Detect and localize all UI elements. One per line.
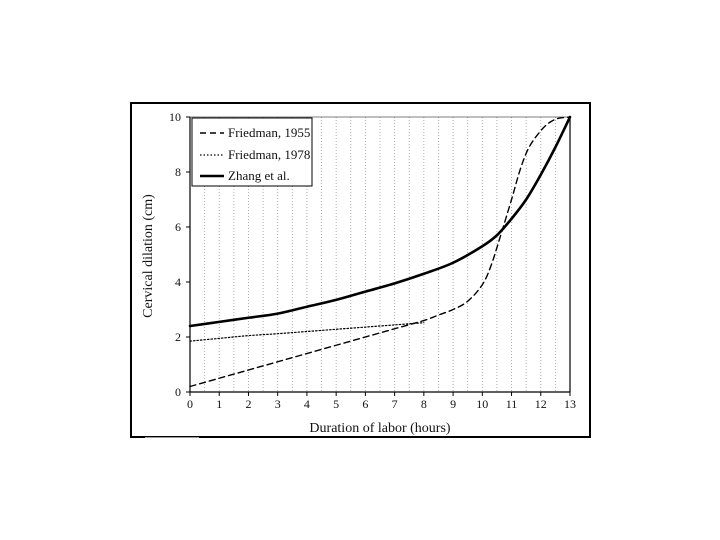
y-tick-label: 4: [175, 275, 181, 289]
x-tick-label: 4: [304, 397, 310, 411]
y-tick-label: 6: [175, 220, 181, 234]
y-tick-label: 10: [169, 110, 181, 124]
axes-layer: [189, 116, 571, 393]
series-line-zhang-et-al: [188, 115, 572, 328]
y-tick-label: 2: [175, 330, 181, 344]
legend-box: [191, 117, 313, 187]
legend-label-zhang: Zhang et al.: [228, 168, 290, 183]
x-tick-label: 8: [421, 397, 427, 411]
series-layer: [188, 115, 572, 388]
y-tick-label: 8: [175, 165, 181, 179]
footer-rule: [145, 437, 199, 438]
y-tick-label: 0: [175, 385, 181, 399]
x-tick-label: 10: [476, 397, 488, 411]
chart-frame: 0 1 2 3 4 5 6 7 8 9 10 11 12 13 0 2 4 6 8 10 Duration of la…: [130, 102, 591, 438]
x-tick-label: 0: [187, 397, 193, 411]
series-line-friedman-1978: [189, 322, 425, 342]
x-axis-title: Duration of labor (hours): [309, 421, 450, 436]
series-line-friedman-1955: [189, 116, 571, 388]
legend-label-friedman-1978: Friedman, 1978: [228, 147, 310, 162]
x-tick-label: 13: [564, 397, 576, 411]
x-tick-label: 1: [216, 397, 222, 411]
x-tick-label: 9: [450, 397, 456, 411]
x-tick-label: 3: [275, 397, 281, 411]
x-tick-label: 2: [245, 397, 251, 411]
x-tick-label: 12: [535, 397, 547, 411]
y-axis-title: Cervical dilation (cm): [141, 194, 156, 318]
x-tick-label: 11: [506, 397, 518, 411]
legend-label-friedman-1955: Friedman, 1955: [228, 125, 310, 140]
x-tick-label: 6: [362, 397, 368, 411]
x-tick-label: 7: [392, 397, 398, 411]
x-tick-label: 5: [333, 397, 339, 411]
legend: Friedman, 1955 Friedman, 1978 Zhang et a…: [191, 117, 313, 187]
